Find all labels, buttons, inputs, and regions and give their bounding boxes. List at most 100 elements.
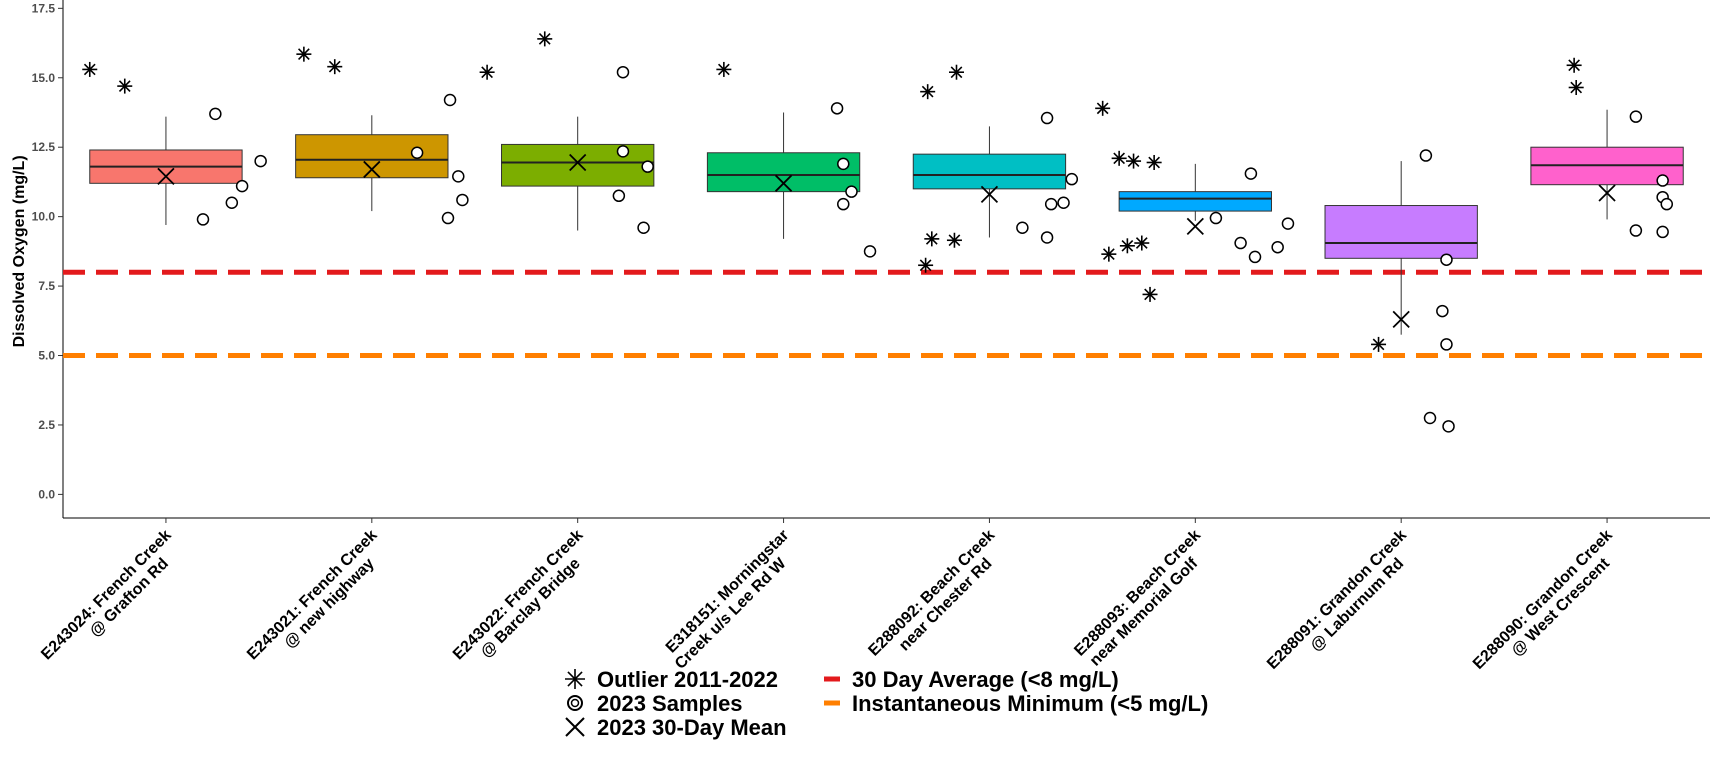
legend-mean-icon [565,717,585,737]
outlier-point [918,257,934,273]
sample-point [1248,250,1262,264]
sample-point [1057,196,1070,210]
mean-marker [1598,184,1616,202]
sample-point [1044,197,1058,211]
sample-point [1629,110,1643,123]
mean-marker [569,153,587,172]
sample-point [254,154,267,168]
sample-point [456,193,469,207]
x-tick-label-line1: E318151: Morningstar [663,527,793,657]
outlier-point [1111,150,1127,166]
mean-marker [980,185,999,204]
sample-point [612,189,626,203]
sample-point [1040,231,1054,244]
x-tick-label-line1: E288093: Beach Creek [1071,527,1204,660]
sample-point [410,146,424,160]
outlier-point [82,61,98,77]
x-tick-label-line1: E243022: French Creek [450,527,587,664]
site-box-7 [1530,109,1684,220]
sample-point [616,65,630,79]
sample-point [1281,217,1295,230]
outlier-point [1101,246,1117,262]
y-tick-label: 2.5 [38,418,55,432]
mean-marker [363,160,381,179]
legend-mean-label: 2023 30-Day Mean [597,715,787,740]
outlier-point [537,31,553,47]
y-tick-label: 15.0 [32,71,56,85]
site-box-4 [912,126,1067,238]
sample-point [1209,211,1223,225]
sample-point [443,93,457,107]
outlier-point [946,232,962,248]
x-tick-label: E288093: Beach Creeknear Memorial Golf [1071,527,1217,673]
outlier-point [1142,286,1158,302]
iqr-box [295,134,449,179]
outlier-point [924,231,940,247]
y-tick-label: 17.5 [32,1,56,15]
outlier-point [1568,79,1584,95]
legend-outlier-label: Outlier 2011-2022 [597,667,778,692]
site-box-2 [501,116,655,231]
site-box-5 [1118,163,1272,221]
sample-point [837,157,850,171]
sample-point [1436,304,1449,318]
sample-point [863,245,877,258]
iqr-box [912,153,1067,190]
legend-sample-icon [567,695,583,711]
sample-point [1656,225,1669,239]
sample-point [637,221,650,235]
site-box-3 [706,112,861,239]
sample-point [209,107,222,121]
sample-point [1234,236,1247,250]
y-axis-title: Dissolved Oxygen (mg/L) [11,155,28,347]
legend-sample-label: 2023 Samples [597,691,743,716]
sample-point [1419,149,1433,162]
outlier-point [716,61,732,77]
boxes [89,109,1684,335]
sample-point [845,185,858,198]
iqr-box [1324,205,1478,259]
x-tick-label-line1: E243021: French Creek [244,527,381,664]
iqr-box [1118,191,1272,212]
outlier-point [327,59,343,75]
sample-point [1271,240,1284,254]
mean-marker [774,174,793,192]
outlier-point [1134,235,1150,251]
x-tick-label-line1: E288092: Beach Creek [865,527,998,660]
x-tick-label: E288092: Beach Creeknear Chester Rd [865,527,1011,673]
outlier-point [1146,154,1162,170]
mean-marker [1392,310,1410,329]
axes: 0.0 2.5 5.0 7.5 10.0 12.5 15.0 17.5 Dissolved Ox… [11,0,1710,686]
site-box-1 [295,115,449,212]
reference-lines [63,269,1710,359]
x-tick-label: E243024: French Creek@ Grafton Rd [38,527,187,676]
x-tick-label-line1: E288090: Grandon Creek [1470,527,1616,673]
x-tick-label: E318151: MorningstarCreek u/s Lee Rd W [659,527,805,673]
outlier-point [117,78,133,94]
sample-point [1040,111,1054,125]
sample-point [1440,253,1453,266]
outlier-point [1095,100,1111,116]
sample-point [452,170,465,183]
x-tick-label-line2: Creek u/s Lee Rd W [672,554,790,672]
points [82,31,1674,433]
outlier-point [1119,238,1135,254]
legend-outlier-icon [565,669,585,689]
iqr-box [706,152,861,193]
x-tick-label: E288091: Grandon Creek@ Laburnum Rd [1264,527,1423,686]
sample-point [1660,197,1674,211]
outlier-point [1371,336,1387,352]
mean-marker [157,167,175,186]
y-tick-label: 12.5 [32,140,56,154]
sample-point [1442,420,1455,433]
x-tick-label: E243022: French Creek@ Barclay Bridge [450,527,599,676]
x-tick-label: E243021: French Creek@ new highway [244,527,393,676]
y-tick-label: 0.0 [38,487,55,501]
sample-point [196,213,210,226]
outlier-point [296,46,312,62]
outlier-point [479,64,495,80]
sample-point [1656,174,1669,187]
x-tick-label-line1: E243024: French Creek [38,527,175,664]
sample-point [616,145,630,158]
